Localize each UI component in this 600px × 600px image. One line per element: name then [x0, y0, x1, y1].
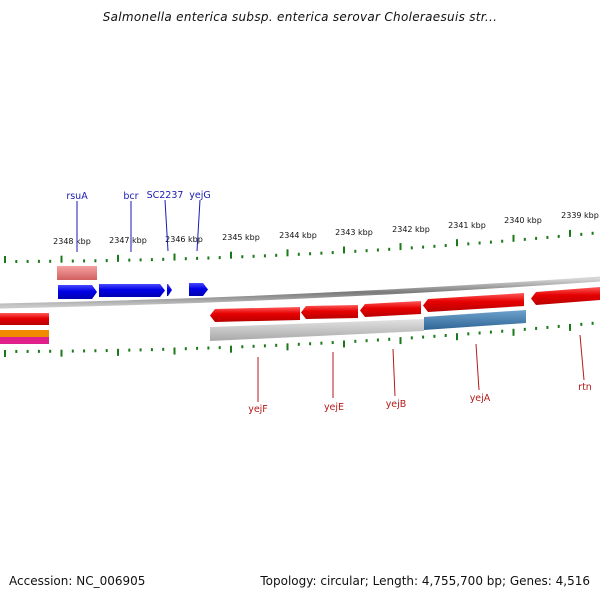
gene-arrow-SC2237[interactable] — [167, 284, 172, 296]
scale-labels: 2348 kbp 2347 kbp 2346 kbp 2345 kbp 2344… — [53, 211, 599, 246]
feature-bar-gray[interactable] — [210, 319, 424, 341]
scale-label: 2341 kbp — [448, 221, 486, 230]
leader-line — [392, 348, 396, 397]
gene-label-yejG[interactable]: yejG — [189, 190, 210, 201]
gene-label-bcr[interactable]: bcr — [123, 191, 138, 202]
scale-label: 2346 kbp — [165, 235, 203, 244]
accession-text: Accession: NC_006905 — [9, 574, 146, 588]
gene-arrow-yejE[interactable] — [301, 305, 358, 319]
scale-label: 2339 kbp — [561, 211, 599, 220]
scale-label: 2340 kbp — [504, 216, 542, 225]
scale-label: 2347 kbp — [109, 236, 147, 245]
reverse-gene-labels: yejF yejE yejB yejA rtn — [248, 334, 592, 415]
leader-line — [196, 199, 201, 252]
gene-label-rsuA[interactable]: rsuA — [66, 191, 88, 202]
gene-label-yejA[interactable]: yejA — [470, 393, 491, 404]
inner-tick-row — [4, 321, 594, 357]
gene-arrow-bcr[interactable] — [99, 284, 165, 297]
gene-label-yejB[interactable]: yejB — [386, 399, 407, 410]
gene-arrow-yejF[interactable] — [210, 307, 300, 322]
gene-arrow-rtn[interactable] — [531, 287, 600, 305]
scale-label: 2342 kbp — [392, 225, 430, 234]
leader-line — [579, 334, 585, 381]
gene-label-yejF[interactable]: yejF — [248, 404, 268, 415]
map-title: Salmonella enterica subsp. enterica sero… — [102, 10, 498, 24]
genome-summary-text: Topology: circular; Length: 4,755,700 bp… — [260, 574, 590, 588]
forward-gene-labels: rsuA bcr SC2237 yejG — [66, 190, 211, 252]
reverse-gene-track — [0, 287, 600, 325]
scale-label: 2345 kbp — [222, 233, 260, 242]
genome-backbone — [0, 276, 600, 309]
scale-label: 2348 kbp — [53, 237, 91, 246]
forward-gene-track — [58, 283, 208, 299]
gene-label-rtn[interactable]: rtn — [578, 382, 592, 393]
gene-label-yejE[interactable]: yejE — [324, 402, 344, 413]
feature-bar-orange[interactable] — [0, 330, 49, 337]
outer-tick-row — [4, 229, 594, 263]
leader-line — [164, 199, 169, 252]
gene-bar-left-red[interactable] — [0, 313, 49, 325]
scale-label: 2344 kbp — [279, 231, 317, 240]
gene-arrow-rsuA[interactable] — [58, 285, 97, 299]
gene-arrow-yejB[interactable] — [360, 301, 421, 317]
gene-arrow-yejG[interactable] — [189, 283, 208, 296]
feature-bar-track — [0, 310, 526, 344]
gene-label-SC2237[interactable]: SC2237 — [147, 190, 184, 201]
gene-arrow-yejA[interactable] — [423, 293, 524, 312]
feature-bar-magenta[interactable] — [0, 337, 49, 344]
leader-line — [475, 343, 480, 391]
feature-bar-salmon[interactable] — [57, 266, 97, 280]
feature-bar-steelblue[interactable] — [424, 310, 526, 330]
scale-label: 2343 kbp — [335, 228, 373, 237]
